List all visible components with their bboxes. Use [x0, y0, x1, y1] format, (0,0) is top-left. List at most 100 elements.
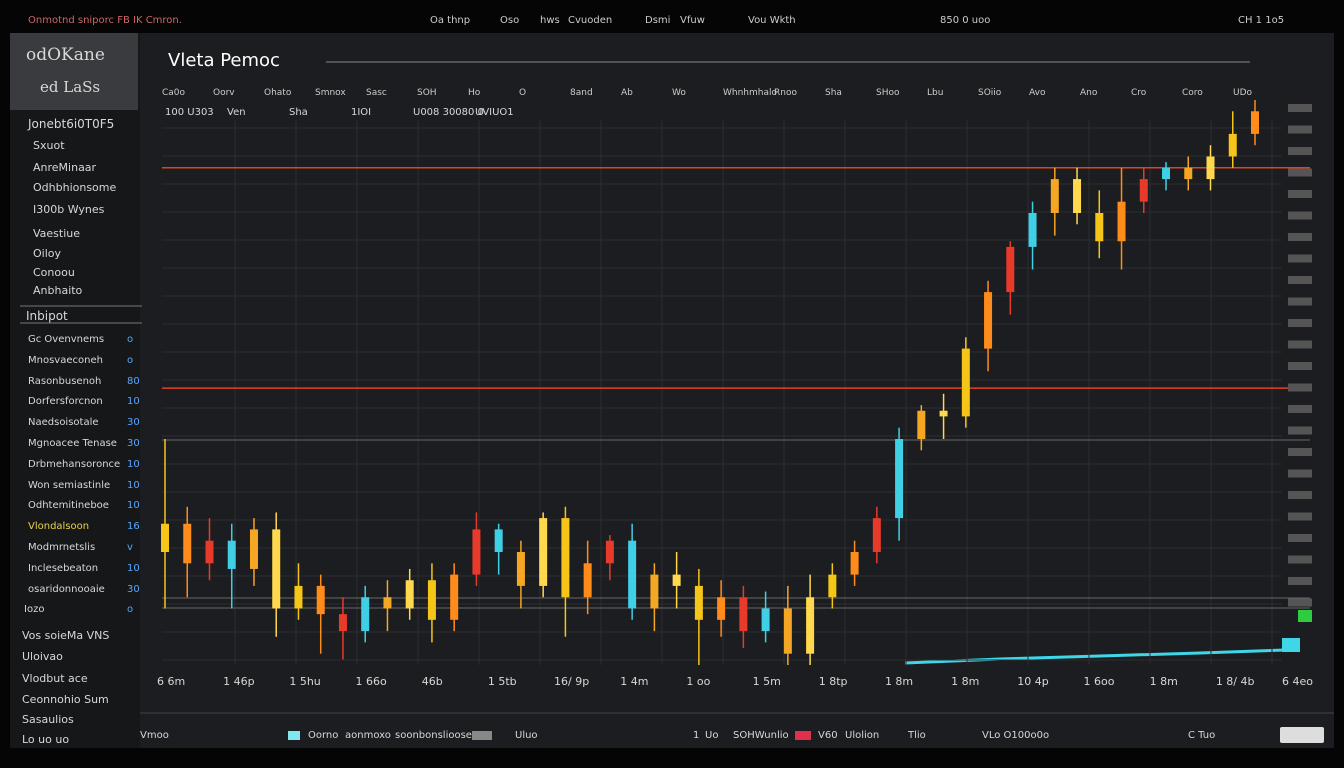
axis-label-stub [1288, 254, 1312, 263]
toolbar-item: Sha [825, 88, 842, 98]
candle-body [961, 348, 970, 417]
status-swatch [795, 731, 811, 740]
axis-label-stub [1288, 147, 1312, 155]
sidebar-value: 80 [127, 375, 140, 387]
axis-label-stub [1288, 512, 1312, 521]
sidebar-value: 16 [127, 521, 140, 533]
toolbar-item: Ab [621, 88, 633, 98]
x-tick-label: 46b [421, 675, 443, 688]
candle-body [539, 518, 548, 586]
candle-body [1006, 246, 1015, 293]
candle-body [628, 540, 637, 609]
candle-body [561, 518, 570, 598]
menu-item: Vaestiue [33, 227, 81, 240]
axis-label-stub [1288, 577, 1312, 585]
axis-label-stub [1288, 211, 1312, 220]
x-tick-label: 6 6m [157, 675, 186, 688]
toolbar-item: 8and [570, 88, 593, 98]
candle-body [338, 614, 347, 632]
x-tick-label: 1 8tp [818, 675, 848, 688]
sidebar-footer: Vos soieMa VNS [22, 629, 110, 642]
toolbar-item: Wo [672, 88, 686, 98]
x-tick-label: 1 oo [686, 675, 711, 688]
status-item: Tlio [908, 730, 926, 741]
candle-body [383, 597, 392, 609]
topbar-item: CH 1 1o5 [1238, 15, 1285, 26]
axis-label-stub [1288, 233, 1312, 241]
topbar-item: Onmotnd sniporc FB IK Cmron. [28, 15, 182, 26]
status-item: Ulolion [845, 730, 880, 741]
sidebar-footer: Sasaulios [22, 713, 74, 726]
volume-marker [1282, 638, 1300, 652]
status-item: Vmoo [140, 730, 169, 741]
chart-title: Vleta Pemoc [168, 50, 280, 71]
axis-label-stub [1288, 104, 1312, 112]
sidebar-row: Mgnoacee Tenase [28, 438, 117, 449]
sidebar-footer: Vlodbut ace [22, 672, 88, 685]
toolbar-item: Avo [1029, 88, 1046, 98]
axis-label-stub [1288, 448, 1312, 456]
axis-label-stub [1288, 297, 1312, 306]
candle-body [872, 518, 881, 552]
menu-item: Jonebt6i0T0F5 [28, 117, 115, 131]
toolbar-item: Cro [1131, 88, 1147, 98]
candle-body [183, 523, 192, 564]
candle-body [828, 574, 837, 598]
sidebar-row: osaridonnooaie [28, 583, 105, 595]
axis-label-stub [1288, 276, 1312, 284]
topbar-item: Oa thnp [430, 15, 471, 26]
status-item: 1 [693, 730, 700, 741]
info-item: Sha [289, 107, 308, 118]
status-item: C Tuo [1188, 730, 1216, 741]
sidebar-row: Inclesebeaton [28, 562, 99, 574]
section-title: Inbipot [26, 309, 68, 323]
toolbar-item: SOiio [978, 88, 1002, 98]
candle-body [249, 529, 258, 569]
toolbar-item: Oorv [213, 88, 235, 98]
info-item: Ven [227, 107, 246, 118]
menu-item: I300b Wynes [33, 203, 105, 216]
candle-body [672, 574, 681, 586]
sidebar-row: Modmrnetslis [28, 542, 96, 553]
topbar-item: Dsmi [645, 15, 671, 26]
candle-body [516, 552, 525, 586]
x-tick-label: 16/ 9p [554, 675, 590, 688]
info-item: 100 U303 [165, 107, 214, 118]
candle-body [294, 585, 303, 609]
sidebar-row: Rasonbusenoh [28, 375, 102, 387]
axis-label-stub [1288, 362, 1312, 370]
x-tick-label: 1 5hu [289, 675, 321, 688]
candle-body [939, 410, 948, 417]
x-tick-label: 1 8m [1149, 675, 1178, 688]
axis-label-stub [1288, 491, 1312, 499]
status-item: Oorno [308, 730, 339, 741]
candle-body [895, 439, 904, 519]
candle-body [694, 585, 703, 620]
sidebar-value: 30 [127, 583, 140, 595]
menu-item: Sxuot [33, 139, 65, 152]
toolbar-item: Ho [468, 88, 481, 98]
status-button [1280, 727, 1324, 743]
sidebar-row: Drbmehansoronce [28, 458, 121, 470]
candle-body [161, 523, 169, 552]
sidebar-value: v [127, 542, 133, 553]
candle-body [316, 585, 325, 615]
sidebar-row: Mnosvaeconeh [28, 354, 103, 366]
brand-box [10, 33, 138, 110]
main-panel [10, 33, 1334, 748]
candle-body [850, 552, 859, 575]
x-tick-label: 1 8m [951, 675, 980, 688]
menu-item: Oiloy [33, 247, 62, 260]
price-marker [1298, 610, 1312, 622]
sidebar-row: Gc Ovenvnems [28, 334, 105, 345]
toolbar-item: Smnox [315, 88, 346, 98]
sidebar-value: 10 [127, 500, 140, 512]
x-tick-label: 1 5m [752, 675, 781, 688]
status-item: Uo [705, 730, 719, 741]
toolbar-item: SHoo [876, 88, 900, 98]
menu-item: Conoou [33, 266, 75, 279]
candle-body [1251, 111, 1259, 134]
x-tick-label: 10 4p [1017, 675, 1049, 688]
sidebar-row: Vlondalsoon [28, 521, 90, 533]
toolbar-item: UDo [1233, 88, 1253, 98]
